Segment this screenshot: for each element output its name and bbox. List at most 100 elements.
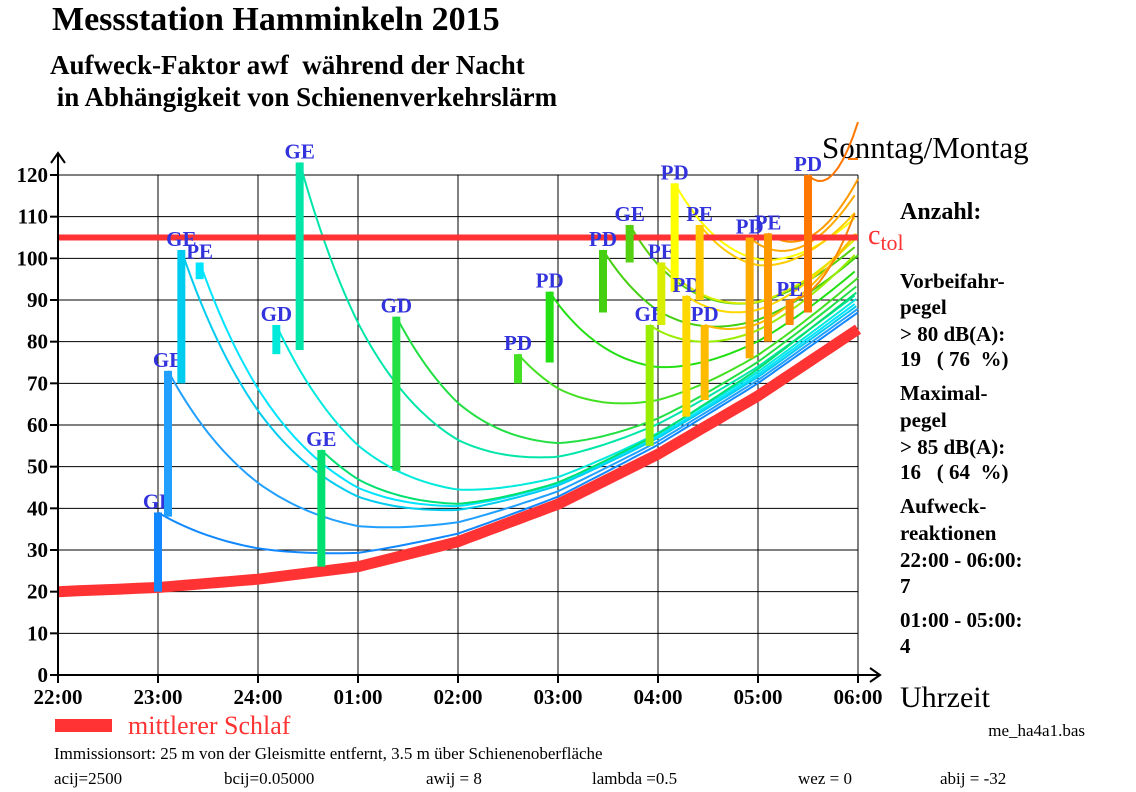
event-label: PE xyxy=(776,277,803,301)
event-label: PD xyxy=(691,302,719,326)
param-awij: awij = 8 xyxy=(426,769,482,788)
event-bar xyxy=(177,250,186,384)
decay-curve xyxy=(275,298,857,491)
y-tick-label: 100 xyxy=(17,246,49,270)
x-tick-label: 03:00 xyxy=(534,685,583,709)
x-tick-label: 04:00 xyxy=(634,685,683,709)
event-bar xyxy=(272,325,281,355)
footer-location: Immissionsort: 25 m von der Gleismitte e… xyxy=(54,744,603,763)
event-label: GD xyxy=(261,302,293,326)
y-axis-arrow xyxy=(50,151,66,164)
footer-params: acij=2500 bcij=0.05000 awij = 8 lambda =… xyxy=(54,769,1006,788)
event-bar xyxy=(700,325,709,400)
side-wake-2: reaktionen xyxy=(900,521,997,545)
event-bar xyxy=(764,233,772,342)
side-pass-3: > 80 dB(A): xyxy=(900,322,1005,346)
file-name: me_ha4a1.bas xyxy=(988,721,1085,740)
event-label: PD xyxy=(672,273,700,297)
threshold-label-main: c xyxy=(868,220,880,251)
y-tick-label: 30 xyxy=(27,538,48,562)
chart-title: Messstation Hamminkeln 2015 xyxy=(52,1,500,38)
decay-curve xyxy=(320,291,857,505)
event-label: PE xyxy=(755,210,782,234)
decay-curve xyxy=(807,121,859,183)
event-bar xyxy=(657,262,666,325)
y-tick-label: 0 xyxy=(38,663,49,687)
side-wake-5: 01:00 - 05:00: xyxy=(900,608,1022,632)
event-label: PD xyxy=(536,269,564,293)
side-pass-4: 19 ( 76 %) xyxy=(900,347,1009,371)
side-max-4: 16 ( 64 %) xyxy=(900,460,1009,484)
event-label: GE xyxy=(166,227,196,251)
event-bar xyxy=(317,450,326,567)
x-tick-label: 06:00 xyxy=(834,685,883,709)
x-tick-label: 23:00 xyxy=(134,685,183,709)
event-bar xyxy=(625,225,634,263)
event-label: PD xyxy=(589,227,617,251)
side-pass-1: Vorbeifahr- xyxy=(900,269,1005,293)
subtitle-line-2: in Abhängigkeit von Schienenverkehrslärm xyxy=(50,82,558,112)
side-max-1: Maximal- xyxy=(900,381,987,405)
y-tick-label: 120 xyxy=(17,163,49,187)
event-bar xyxy=(392,316,401,471)
event-bar xyxy=(785,300,794,325)
grid xyxy=(58,174,859,675)
legend-swatch-mean-sleep xyxy=(55,719,112,732)
event-label: PD xyxy=(504,331,532,355)
orange-dash-mark xyxy=(848,158,858,160)
side-wake-3: 22:00 - 06:00: xyxy=(900,548,1022,572)
y-tick-label: 20 xyxy=(27,580,48,604)
event-label: GE xyxy=(284,140,314,164)
decay-curve xyxy=(602,249,859,328)
param-bcij: bcij=0.05000 xyxy=(224,769,314,788)
y-tick-label: 80 xyxy=(27,330,48,354)
threshold-label: ctol xyxy=(868,220,904,255)
side-panel: Anzahl: Vorbeifahr- pegel > 80 dB(A): 19… xyxy=(900,199,1022,658)
event-bar xyxy=(599,250,607,313)
event-bar xyxy=(514,354,522,384)
y-tick-label: 10 xyxy=(27,621,48,645)
event-bar xyxy=(295,162,304,350)
event-bars: GEGEGEPEGDGEGEGDPDPDPDGEGEPEPDPDPEPDPDPE… xyxy=(143,140,822,592)
event-bar xyxy=(695,225,704,300)
y-tick-label: 50 xyxy=(27,455,48,479)
threshold-label-sub: tol xyxy=(880,230,903,255)
x-axis-label: Uhrzeit xyxy=(900,681,991,714)
event-bar xyxy=(670,183,679,292)
y-tick-label: 60 xyxy=(27,413,48,437)
event-bar xyxy=(645,325,654,446)
event-label: PE xyxy=(648,240,675,264)
param-lambda: lambda =0.5 xyxy=(592,769,677,788)
side-wake-4: 7 xyxy=(900,574,911,598)
legend-mean-sleep: mittlerer Schlaf xyxy=(128,711,291,740)
decay-curve xyxy=(167,307,859,529)
y-tick-label: 70 xyxy=(27,371,48,395)
side-heading: Anzahl: xyxy=(900,199,981,225)
event-bar xyxy=(804,175,812,313)
param-abij: abij = -32 xyxy=(940,769,1006,788)
event-bar xyxy=(745,237,754,359)
decay-curve xyxy=(157,311,859,555)
decay-curve xyxy=(298,162,856,459)
decay-curve xyxy=(180,249,857,512)
event-label: PE xyxy=(186,240,213,264)
param-wez: wez = 0 xyxy=(798,769,852,788)
y-tick-label: 110 xyxy=(18,205,48,229)
x-axis-arrow xyxy=(869,667,882,683)
event-bar xyxy=(682,295,691,417)
event-label: PD xyxy=(794,152,822,176)
event-label: PE xyxy=(686,202,713,226)
event-label: PD xyxy=(736,215,764,239)
mean-sleep-line xyxy=(57,324,862,598)
y-tick-label: 40 xyxy=(27,496,48,520)
axes: 22:00 23:00 24:00 01:00 02:00 03:00 04:00 05:00… xyxy=(17,151,883,709)
decay-curve xyxy=(395,285,857,445)
param-acij: acij=2500 xyxy=(54,769,122,788)
y-tick-label: 90 xyxy=(27,288,48,312)
event-bar xyxy=(545,291,554,363)
event-bar xyxy=(154,512,162,592)
event-bar xyxy=(164,370,172,517)
side-max-3: > 85 dB(A): xyxy=(900,435,1005,459)
decay-curves xyxy=(157,121,859,555)
